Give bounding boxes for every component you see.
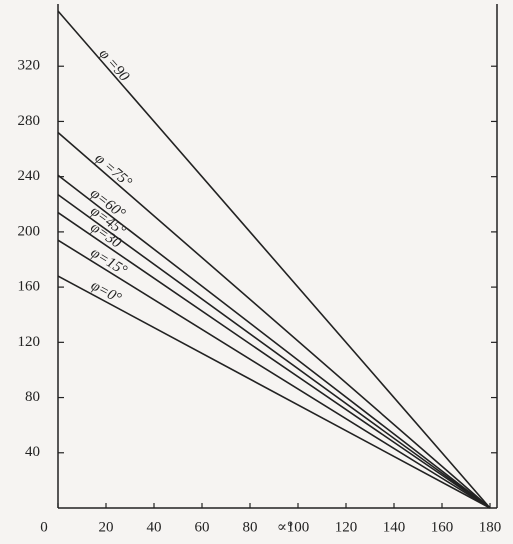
x-tick-label: 60 [195,519,210,535]
background [0,0,513,544]
y-tick-label: 320 [18,58,41,74]
y-tick-label: 240 [18,168,41,184]
y-tick-label: 120 [18,334,41,350]
x-tick-label: 80 [243,519,258,535]
x-tick-label: 100 [287,519,310,535]
x-tick-label: 20 [99,519,114,535]
y-tick-label: 80 [25,389,40,405]
y-tick-label: 280 [18,113,41,129]
y-tick-label: 200 [18,223,41,239]
x-tick-label: 180 [479,519,502,535]
x-tick-label: 0 [40,519,48,535]
x-tick-label: 160 [431,519,454,535]
y-tick-label: 160 [18,279,41,295]
x-tick-label: 120 [335,519,358,535]
chart: ∝° 4080120160200240280320020406080100120… [0,0,513,544]
x-tick-label: 40 [147,519,162,535]
y-tick-label: 40 [25,444,40,460]
x-tick-label: 140 [383,519,406,535]
